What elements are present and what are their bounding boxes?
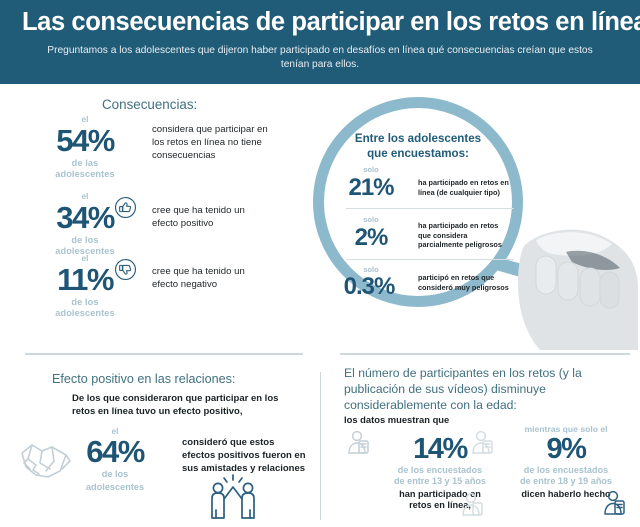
magnifier-title: Entre los adolescentes que encuestamos: (325, 132, 511, 162)
age-value-14: 14% (413, 433, 468, 465)
age-soft-line2-14: de entre 13 y 15 años (394, 475, 486, 486)
page-title: Las consecuencias de participar en los r… (22, 8, 640, 36)
magnifier-description-21: ha participado en retos en línea (de cua… (418, 178, 509, 197)
stat-sub-line2: adolescentes (55, 307, 115, 318)
age-dark-line1-9: dicen haberlo hecho (521, 488, 611, 499)
relationships-description: consideró que estos efectos positivos fu… (182, 437, 306, 474)
age-dark-line1-14: han participado en (399, 488, 481, 499)
magnifier-value-03: 0.3% (343, 273, 396, 300)
bottom-left-rule (25, 353, 303, 355)
stat-value: 11% (57, 261, 114, 297)
stat-description-54: considera que participar en los retos en… (152, 124, 268, 161)
relationships-value: 64% (86, 434, 145, 469)
magnifier-description-03: participó en retos que consideró muy pel… (418, 273, 509, 292)
bottom-panels-divider (320, 372, 321, 520)
stat-prefix: el (81, 253, 89, 263)
magnifier-prefix-03: solo (363, 265, 379, 274)
magnifier-title-line1: Entre los adolescentes (354, 132, 482, 145)
relationships-intro: De los que consideraron que participar e… (72, 393, 279, 417)
stat-description-34: cree que ha tenido un efecto positivo (152, 205, 245, 229)
age-soft-line1-9: de los encuestados (523, 464, 609, 475)
stat-value: 54% (56, 122, 115, 158)
consequences-title: Consecuencias: (102, 97, 198, 112)
age-dark-line2-14: retos en línea, (409, 500, 471, 511)
magnifier-content: Entre los adolescentes que encuestamos: … (324, 108, 514, 300)
magnifier-description-2: ha participado en retos que considera pa… (418, 221, 502, 250)
age-title: El número de participantes en los retos … (344, 366, 582, 412)
hand-gripping-magnifier-icon (491, 229, 638, 350)
person-phone-icon (462, 492, 483, 516)
relationships-sub-line1: de los (101, 469, 129, 479)
age-column-9: mientras que solo el 9% de los encuestad… (492, 424, 640, 500)
stat-prefix: el (81, 114, 89, 124)
thumbs-up-icon (114, 196, 137, 219)
page-subtitle: Preguntamos a los adolescentes que dijer… (47, 44, 593, 71)
age-column-14: 14% de los encuestados de entre 13 y 15 … (366, 424, 514, 512)
stat-block-11: el 11% de los adolescentes (24, 253, 146, 319)
stat-prefix: el (81, 191, 89, 201)
magnifier-value-2: 2% (354, 224, 389, 251)
stat-block-34: el 34% de los adolescentes (24, 191, 146, 257)
magnifier-prefix-21: solo (363, 165, 379, 174)
relationships-title: Efecto positivo en las relaciones: (52, 372, 236, 386)
age-soft-line1-14: de los encuestados (397, 464, 483, 475)
stat-value: 34% (56, 199, 115, 235)
stat-block-54: el 54% de las adolescentes (24, 114, 146, 180)
relationships-sub-line2: adolescentes (85, 482, 145, 493)
stat-sub-line2: adolescentes (55, 245, 115, 256)
stat-sub-line1: de los (71, 296, 99, 307)
magnifier-divider-2 (346, 259, 514, 260)
bottom-right-rule (340, 353, 630, 355)
high-five-icon (211, 474, 255, 519)
magnifier-divider-1 (346, 208, 514, 209)
magnifier-prefix-2: solo (363, 215, 379, 224)
person-phone-icon (604, 490, 625, 515)
age-soft-line2-9: de entre 18 y 19 años (520, 475, 612, 486)
magnifier-lens: Entre los adolescentes que encuestamos: … (313, 97, 523, 307)
stat-description-11: cree que ha tenido un efecto negativo (152, 266, 245, 290)
header-banner: Las consecuencias de participar en los r… (0, 0, 640, 84)
age-value-9: 9% (546, 433, 587, 465)
stat-sub-line1: de los (71, 234, 99, 245)
age-subtitle: los datos muestran que (344, 414, 450, 425)
age-prefix-9: mientras que solo el (524, 424, 608, 434)
magnifier-title-line2: que encuestamos: (367, 146, 469, 160)
thumbs-down-icon (114, 258, 137, 281)
stat-sub-line2: adolescentes (55, 168, 115, 179)
person-phone-icon (348, 430, 369, 454)
relationships-prefix: el (111, 426, 119, 436)
handshake-icon (21, 444, 71, 478)
person-phone-icon (472, 430, 493, 454)
stat-sub-line1: de las (71, 157, 99, 168)
magnifier-value-21: 21% (348, 174, 394, 201)
relationships-stat-block: el 64% de los adolescentes (50, 426, 180, 493)
header-divider (0, 84, 640, 88)
